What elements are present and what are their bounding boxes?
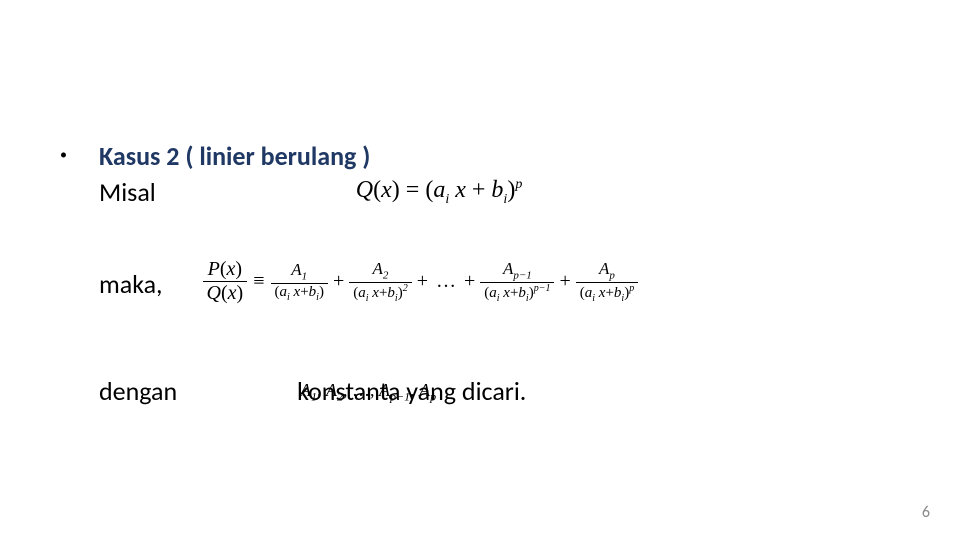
qx-formula: Q(x) = (ai x + bi)p [356,177,523,208]
term-pm1: Ap−1 (ai x+bi)p−1 [480,259,554,303]
misal-label: Misal [99,176,156,208]
maka-label: maka, [99,268,163,300]
case-heading: Kasus 2 ( linier berulang ) [99,140,900,172]
page-number: 6 [922,503,930,522]
content-column: Kasus 2 ( linier berulang ) Misal Q(x) =… [99,140,900,407]
term-1: A1 (ai x+bi) [271,260,328,302]
misal-row: Misal Q(x) = (ai x + bi)p [99,176,900,208]
lhs-fraction: P(x) Q(x) [203,258,248,305]
pq-formula: P(x) Q(x) ≡ A1 (ai x+bi) + A2 (ai x+bi)2… [203,258,639,305]
dengan-label: dengan [99,375,177,407]
term-2: A2 (ai x+bi)2 [349,259,411,303]
term-p: Ap (ai x+bi)p [576,259,638,303]
bullet-dot: • [60,146,67,163]
a-constants-list: A1, A2, …, Ap−1, Ap [300,380,436,405]
dengan-row: dengan konstanta yang dicari. [99,375,900,407]
bullet-block: • Kasus 2 ( linier berulang ) Misal Q(x)… [60,140,900,407]
slide-container: • Kasus 2 ( linier berulang ) Misal Q(x)… [0,0,960,540]
maka-row: maka, P(x) Q(x) ≡ A1 (ai x+bi) + A2 (ai … [99,258,900,305]
